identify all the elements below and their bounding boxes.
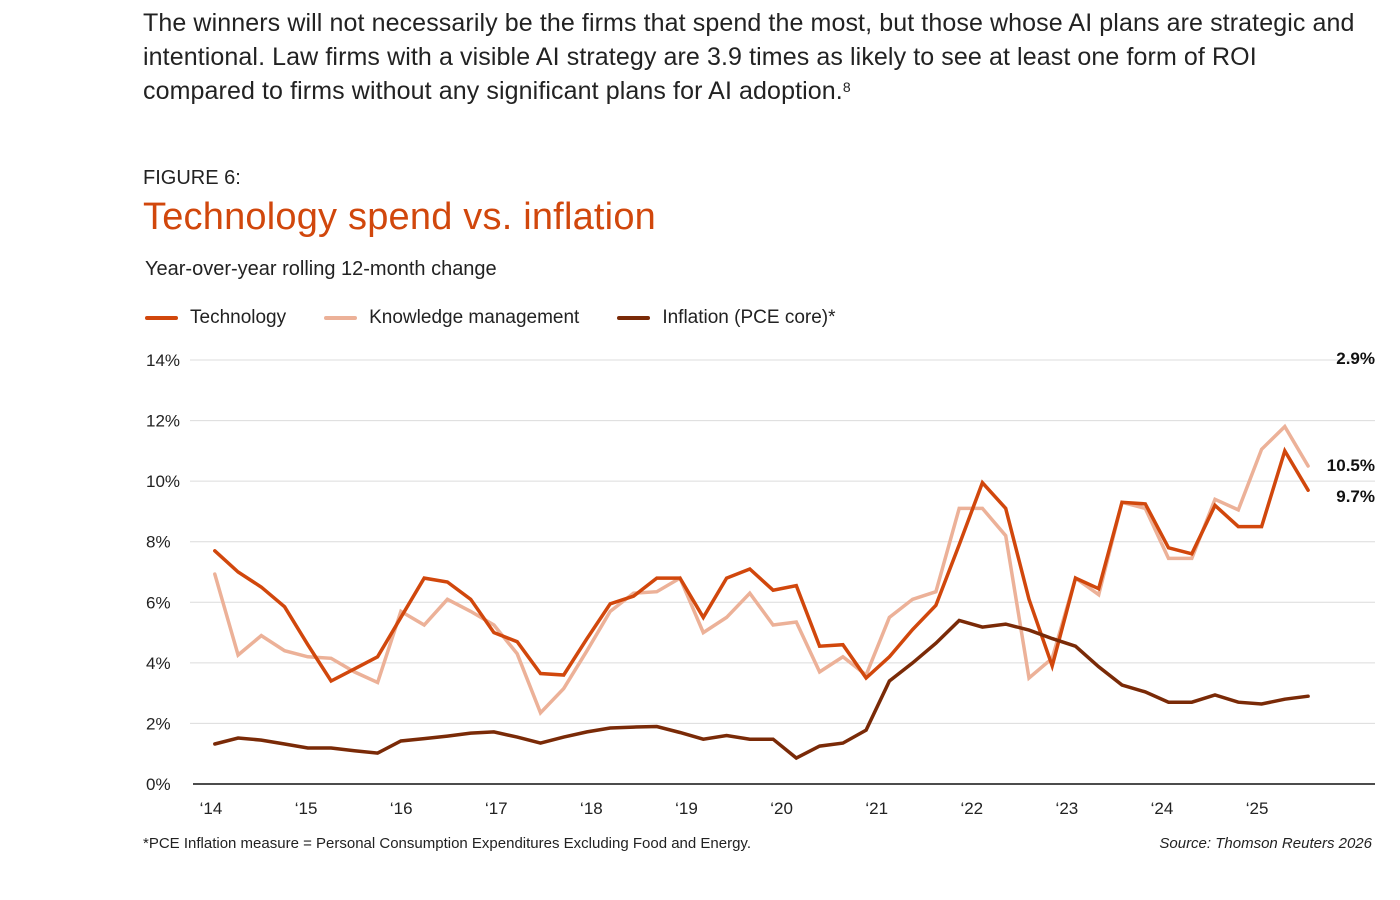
x-tick-label: ‘22 — [960, 799, 983, 818]
y-tick-label: 14% — [146, 351, 180, 370]
legend-swatch — [617, 316, 651, 320]
series-line-knowledge-management — [213, 423, 1310, 716]
figure-label: FIGURE 6: — [143, 167, 241, 189]
intro-text: The winners will not necessarily be the … — [143, 9, 1355, 105]
y-tick-label: 10% — [146, 472, 180, 491]
x-tick-label: ‘19 — [675, 799, 698, 818]
end-value-label: 10.5% — [1327, 456, 1375, 475]
series-line-technology — [213, 446, 1310, 684]
legend-item-technology: Technology — [145, 307, 286, 329]
x-tick-label: ‘18 — [580, 799, 603, 818]
chart-title: Technology spend vs. inflation — [143, 196, 656, 238]
x-tick-label: ‘14 — [200, 799, 223, 818]
legend-label: Knowledge management — [369, 307, 580, 328]
legend-label: Technology — [190, 307, 287, 328]
end-value-label: 9.7% — [1336, 487, 1375, 506]
chart-legend: Technology Knowledge management Inflatio… — [145, 307, 874, 329]
y-tick-label: 4% — [146, 654, 171, 673]
legend-item-inflation: Inflation (PCE core)* — [617, 307, 836, 329]
legend-item-knowledge-management: Knowledge management — [324, 307, 579, 329]
x-tick-label: ‘20 — [770, 799, 793, 818]
x-tick-label: ‘21 — [865, 799, 888, 818]
x-tick-label: ‘25 — [1246, 799, 1269, 818]
footnote-reference: 8 — [842, 79, 851, 95]
chart-source: Source: Thomson Reuters 2026 — [1159, 835, 1372, 852]
legend-label: Inflation (PCE core)* — [662, 307, 836, 328]
y-tick-label: 2% — [146, 714, 171, 733]
chart-subtitle: Year-over-year rolling 12-month change — [145, 258, 497, 280]
x-tick-label: ‘16 — [390, 799, 413, 818]
x-tick-label: ‘15 — [295, 799, 318, 818]
x-tick-label: ‘24 — [1151, 799, 1174, 818]
y-tick-label: 0% — [146, 775, 171, 794]
legend-swatch — [145, 316, 178, 320]
chart-footnote: *PCE Inflation measure = Personal Consum… — [143, 835, 751, 852]
x-tick-label: ‘23 — [1056, 799, 1079, 818]
x-tick-label: ‘17 — [485, 799, 508, 818]
intro-paragraph: The winners will not necessarily be the … — [143, 6, 1373, 108]
end-value-label: 2.9% — [1336, 349, 1375, 368]
legend-swatch — [324, 316, 358, 320]
y-tick-label: 6% — [146, 593, 171, 612]
series-line-inflation-pce-core — [213, 618, 1310, 761]
y-tick-label: 8% — [146, 533, 171, 552]
line-chart: 0% 2% 4% 6% 8% 10% 12% 14% ‘14 ‘15 ‘16 ‘17 ‘18 ‘19 ‘20… — [146, 349, 1375, 818]
y-tick-label: 12% — [146, 412, 180, 431]
